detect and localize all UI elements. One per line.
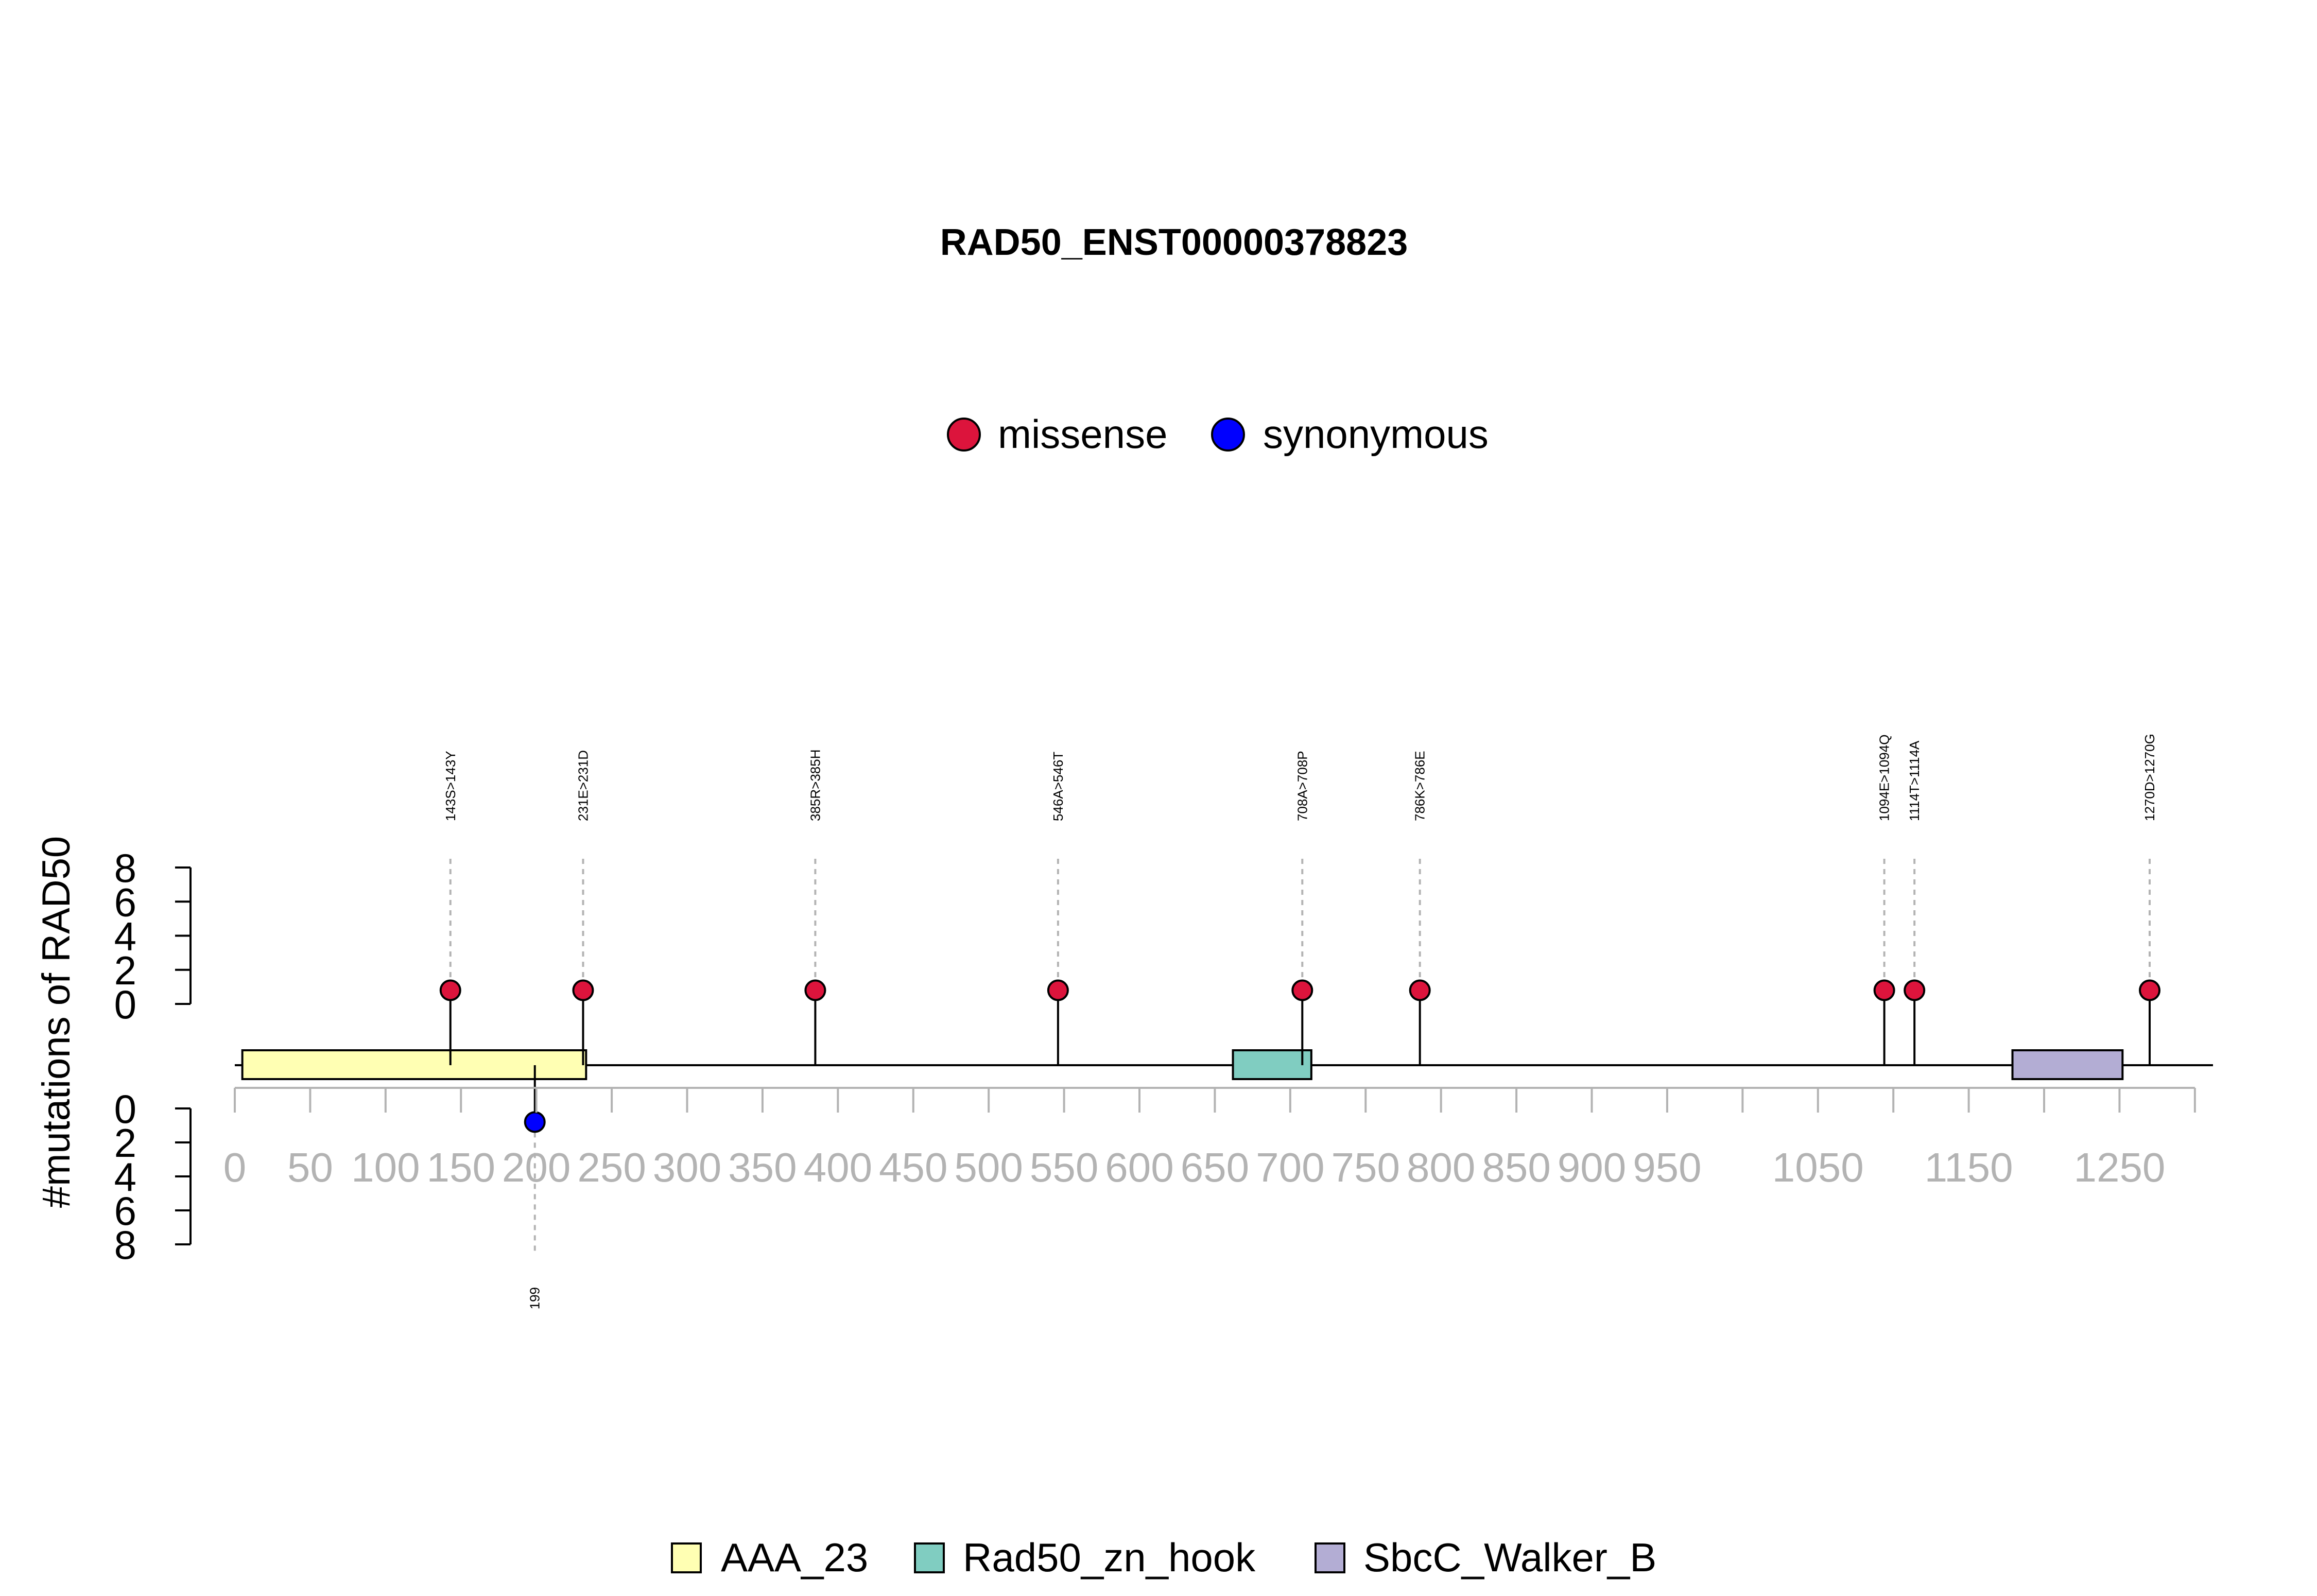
x-tick-label: 450 — [879, 1144, 947, 1190]
x-tick-label: 0 — [223, 1144, 247, 1190]
lollipop-points — [439, 979, 2161, 1133]
domain-boxes — [241, 1049, 2124, 1080]
domain-box-SbcC_Walker_B — [2011, 1049, 2124, 1080]
legend-label-missense: missense — [998, 411, 1167, 457]
y-top-tick-label: 6 — [114, 879, 136, 925]
x-tick-label: 350 — [728, 1144, 797, 1190]
lollipop-point-missense — [439, 979, 461, 1001]
mutation-label: 546A>546T — [1050, 752, 1066, 821]
y-top-tick-label: 4 — [114, 914, 136, 959]
x-tick-label: 250 — [577, 1144, 646, 1190]
domain-legend-swatch-Rad50_zn_hook — [914, 1542, 945, 1573]
x-tick-label: 1250 — [2073, 1144, 2165, 1190]
domain-box-Rad50_zn_hook — [1232, 1049, 1312, 1080]
mutation-label: 708A>708P — [1294, 751, 1310, 821]
x-tick-label: 200 — [502, 1144, 570, 1190]
domain-box-AAA_23 — [241, 1049, 587, 1080]
lollipop-point-missense — [1409, 979, 1431, 1001]
legend-marker-synonymous — [1211, 418, 1245, 452]
x-tick-label: 550 — [1030, 1144, 1098, 1190]
lollipop-point-missense — [1291, 979, 1313, 1001]
y-top-tick-label: 2 — [114, 948, 136, 993]
x-tick-label: 850 — [1482, 1144, 1550, 1190]
x-tick-label: 300 — [653, 1144, 721, 1190]
mutation-label: 786K>786E — [1412, 751, 1428, 821]
chart-title: RAD50_ENST00000378823 — [940, 222, 1408, 263]
mutation-label: 1094E>1094Q — [1877, 735, 1892, 821]
x-tick-label: 750 — [1332, 1144, 1400, 1190]
mutation-label: 199 — [527, 1287, 543, 1309]
x-tick-label: 1150 — [1925, 1144, 2013, 1190]
lollipop-point-missense — [572, 979, 594, 1001]
guide-lines — [449, 859, 2151, 1254]
y-bottom-tick-label: 4 — [114, 1154, 136, 1200]
y-axis-label: #mutations of RAD50 — [34, 836, 78, 1208]
x-tick-label: 50 — [287, 1144, 333, 1190]
x-tick-label: 650 — [1181, 1144, 1249, 1190]
lollipop-point-missense — [1047, 979, 1069, 1001]
mutation-label: 231E>231D — [575, 750, 591, 821]
y-bottom-tick-label: 2 — [114, 1120, 136, 1166]
y-bottom-tick-label: 0 — [114, 1086, 136, 1132]
mutation-label: 1270D>1270G — [2142, 734, 2157, 821]
domain-legend-swatch-SbcC_Walker_B — [1315, 1542, 1345, 1573]
y-bottom-tick-label: 8 — [114, 1222, 136, 1268]
mutation-label: 385R>385H — [807, 750, 823, 822]
x-axis: 0 50 100 150 200 250 300 350 400 450 500 550 600 650 7… — [223, 1087, 2196, 1190]
lollipop-point-missense — [2139, 979, 2161, 1001]
x-tick-label: 700 — [1256, 1144, 1324, 1190]
y-bottom-tick-label: 6 — [114, 1188, 136, 1234]
mutation-legend: missense synonymous — [947, 411, 1489, 457]
lollipop-point-missense — [1873, 979, 1895, 1001]
domain-legend-swatch-AAA_23 — [671, 1542, 702, 1573]
x-tick-label: 150 — [427, 1144, 495, 1190]
legend-marker-missense — [947, 418, 981, 452]
x-tick-label: 1050 — [1772, 1144, 1864, 1190]
mutation-label: 143S>143Y — [443, 751, 458, 821]
domain-legend: AAA_23 Rad50_zn_hook SbcC_Walker_B — [671, 1535, 1656, 1580]
x-tick-label: 600 — [1105, 1144, 1173, 1190]
x-tick-label: 100 — [351, 1144, 420, 1190]
lollipop-stems — [449, 990, 2151, 1122]
lollipop-point-synonymous — [524, 1111, 546, 1133]
mutation-label: 1114T>1114A — [1907, 740, 1922, 821]
x-tick-label: 400 — [804, 1144, 872, 1190]
y-top-tick-label: 8 — [114, 845, 136, 891]
x-tick-label: 900 — [1558, 1144, 1626, 1190]
domain-legend-label-Rad50_zn_hook: Rad50_zn_hook — [963, 1535, 1256, 1580]
legend-label-synonymous: synonymous — [1263, 411, 1489, 457]
lollipop-point-missense — [1904, 979, 1926, 1001]
domain-legend-label-SbcC_Walker_B: SbcC_Walker_B — [1363, 1535, 1656, 1580]
lollipop-point-missense — [804, 979, 826, 1001]
x-tick-label: 500 — [954, 1144, 1023, 1190]
x-tick-label: 800 — [1407, 1144, 1475, 1190]
x-tick-label: 950 — [1633, 1144, 1701, 1190]
domain-legend-label-AAA_23: AAA_23 — [721, 1535, 868, 1580]
y-top-tick-label: 0 — [114, 982, 136, 1027]
mutation-labels: 143S>143Y 231E>231D 385R>385H 546A>546T 708A… — [443, 734, 2157, 1309]
